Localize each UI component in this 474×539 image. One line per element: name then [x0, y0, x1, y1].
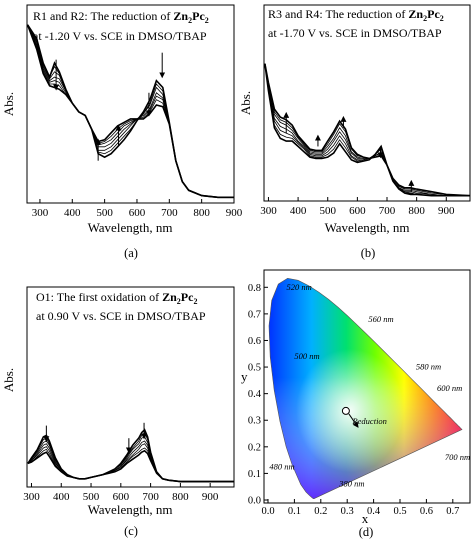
panel-a: R1 and R2: The reduction of Zn2Pc2 at -1… [1, 4, 243, 260]
x-tick-label: 700 [142, 491, 159, 503]
wavelength-label: 580 nm [416, 362, 441, 372]
x-tick-label: 900 [438, 205, 455, 217]
y-tick-label: 0.4 [248, 389, 262, 400]
x-tick-label: 600 [113, 491, 130, 503]
spectrum-line [264, 63, 470, 197]
x-tick-label: 0.1 [288, 506, 301, 517]
spectrum-line [27, 428, 234, 483]
plot-frame [26, 286, 235, 488]
x-tick-label: 300 [260, 205, 277, 217]
wavelength-label: 480 nm [269, 461, 294, 471]
panel-d: y x (d) 520 nm 560 nm 500 nm 580 nm 600 nm 70… [241, 269, 471, 539]
panel-label: (a) [124, 246, 138, 260]
x-tick-label: 400 [290, 205, 307, 217]
x-tick-label: 0.2 [314, 506, 327, 517]
spectrum-line [264, 63, 470, 197]
plot-frame [26, 4, 235, 204]
x-tick-label: 500 [96, 207, 113, 219]
y-tick-label: 0.2 [248, 442, 261, 453]
spectrum-line [27, 449, 234, 483]
x-axis-label: Wavelength, nm [88, 220, 173, 235]
y-tick-label: 0.5 [248, 363, 261, 374]
wavelength-label: 700 nm [445, 452, 470, 462]
panel-title: R1 and R2: The reduction of Zn2Pc2 [33, 9, 209, 25]
panel-label: (c) [124, 524, 138, 538]
x-tick-label: 600 [129, 207, 146, 219]
panel-label: (d) [359, 525, 374, 539]
panel-title: O1: The first oxidation of Zn2Pc2 [36, 290, 197, 306]
x-tick-label: 800 [193, 207, 210, 219]
x-tick-label: 900 [202, 491, 219, 503]
x-tick-label: 0.0 [261, 506, 274, 517]
y-axis-label: y [241, 369, 248, 384]
x-tick-label: 0.3 [341, 506, 354, 517]
reduction-point [341, 406, 350, 415]
x-tick-label: 800 [172, 491, 189, 503]
x-tick-label: 0.5 [393, 506, 406, 517]
y-tick-label: 0.3 [248, 416, 261, 427]
spectral-locus [268, 277, 463, 499]
x-tick-label: 400 [64, 207, 81, 219]
spectrum-line [27, 24, 234, 198]
y-axis-label: Abs. [1, 368, 16, 392]
x-tick-label: 0.4 [367, 506, 381, 517]
panel-subtitle: at 0.90 V vs. SCE in DMSO/TBAP [36, 309, 206, 323]
x-axis-label: Wavelength, nm [88, 502, 173, 517]
plot-frame [263, 269, 471, 504]
spectrum-line [27, 24, 234, 198]
panel-title: R3 and R4: The reduction of Zn2Pc2 [268, 7, 444, 23]
wavelength-label: 380 nm [338, 479, 364, 489]
spectrum-line [27, 24, 234, 198]
y-tick-label: 0.1 [248, 469, 261, 480]
x-axis-label: x [362, 511, 369, 526]
panel-subtitle: at -1.20 V vs. SCE in DMSO/TBAP [33, 29, 207, 43]
y-tick-label: 0.7 [248, 309, 261, 320]
x-tick-label: 700 [161, 207, 178, 219]
spectrum-line [26, 24, 234, 199]
panel-c: O1: The first oxidation of Zn2Pc2 at 0.9… [1, 286, 235, 538]
reduction-arrow [348, 413, 359, 428]
spectrum-line [27, 24, 234, 198]
wavelength-label: 560 nm [368, 314, 393, 324]
spectrum-line [27, 436, 234, 482]
panel-label: (b) [361, 246, 376, 260]
x-tick-label: 900 [226, 207, 243, 219]
x-tick-label: 600 [349, 205, 366, 217]
spectrum-line [264, 63, 471, 197]
x-axis-label: Wavelength, nm [325, 220, 410, 235]
panel-b: R3 and R4: The reduction of Zn2Pc2 at -1… [238, 4, 471, 260]
plot-frame [263, 4, 471, 202]
wavelength-label: 500 nm [294, 351, 319, 361]
y-axis-label: Abs. [1, 92, 16, 116]
y-tick-label: 0.6 [248, 336, 261, 347]
x-tick-label: 0.6 [420, 506, 433, 517]
spectrum-line [27, 24, 234, 198]
x-tick-label: 800 [408, 205, 425, 217]
x-tick-label: 700 [379, 205, 396, 217]
x-tick-label: 300 [23, 491, 40, 503]
x-tick-label: 500 [83, 491, 100, 503]
y-tick-label: 0.0 [248, 496, 261, 507]
x-tick-label: 400 [53, 491, 70, 503]
y-tick-label: 0.8 [248, 283, 261, 294]
panel-subtitle: at -1.70 V vs. SCE in DMSO/TBAP [268, 26, 442, 40]
spectrum-line [264, 63, 470, 197]
gamut-white-region [269, 278, 462, 499]
x-tick-label: 300 [32, 207, 49, 219]
x-tick-label: 500 [319, 205, 336, 217]
spectrum-line [26, 24, 234, 199]
y-axis-label: Abs. [238, 91, 253, 115]
x-tick-label: 0.7 [446, 506, 459, 517]
wavelength-label: 600 nm [437, 383, 462, 393]
reduction-label: Reduction [351, 416, 386, 426]
wavelength-label: 520 nm [286, 282, 311, 292]
